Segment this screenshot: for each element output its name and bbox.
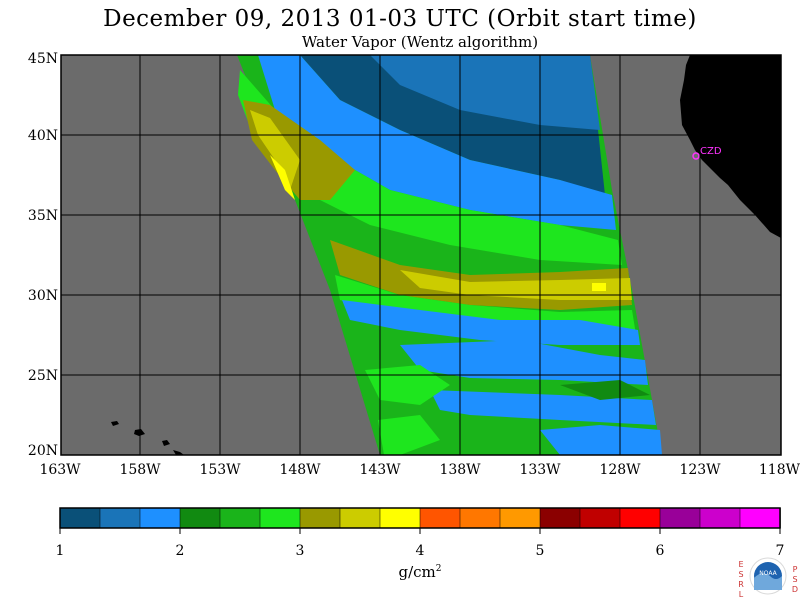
swath-darkgreen-patch: [560, 380, 650, 400]
colorbar-cell: [579, 507, 621, 529]
map-frame: [60, 54, 782, 456]
colorbar-cell: [699, 507, 741, 529]
colorbar-cell: [739, 507, 781, 529]
colorbar-cell: [99, 507, 141, 529]
swath-blue-lower1: [342, 300, 640, 345]
swath-bright-left: [270, 155, 295, 200]
colorbar-cell: [459, 507, 501, 529]
station-marker: [692, 152, 700, 160]
colorbar-label: 6: [655, 543, 665, 559]
lon-label: 148W: [279, 462, 321, 478]
swath-blue-lower2: [400, 340, 648, 385]
colorbar-cell: [499, 507, 541, 529]
colorbar-cell: [339, 507, 381, 529]
colorbar-label: 1: [55, 543, 65, 559]
colorbar-label: 7: [775, 543, 785, 559]
swath-yellow-center: [400, 270, 632, 300]
lon-label: 138W: [439, 462, 481, 478]
lat-label: 30N: [27, 288, 58, 304]
swath-blue-band: [258, 55, 616, 230]
colorbar-cells: [59, 507, 781, 529]
colorbar-cell: [139, 507, 181, 529]
lat-label: 35N: [27, 208, 58, 224]
colorbar-ticks: [59, 528, 781, 534]
lat-label: 20N: [27, 443, 58, 459]
lon-label: 163W: [39, 462, 81, 478]
lon-label: 158W: [119, 462, 161, 478]
colorbar-cell: [259, 507, 301, 529]
swath-dry-mid: [370, 55, 600, 130]
colorbar-cell: [659, 507, 701, 529]
colorbar-label: 4: [415, 543, 425, 559]
lon-label: 123W: [679, 462, 721, 478]
lat-label: 45N: [27, 51, 58, 67]
noaa-logo: NOAA: [749, 557, 787, 595]
map-gridlines: [61, 55, 781, 455]
colorbar-cell: [539, 507, 581, 529]
lat-label: 40N: [27, 128, 58, 144]
swath-bright-center: [592, 283, 606, 291]
colorbar-cell: [299, 507, 341, 529]
colorbar-cell: [419, 507, 461, 529]
map-title: December 09, 2013 01-03 UTC (Orbit start…: [103, 6, 697, 32]
colorbar-cell: [179, 507, 221, 529]
colorbar-label: 5: [535, 543, 545, 559]
land-california: [680, 55, 781, 238]
map-subtitle: Water Vapor (Wentz algorithm): [301, 33, 539, 51]
colorbar-cell: [379, 507, 421, 529]
colorbar-label: 2: [175, 543, 185, 559]
lat-label: 25N: [27, 368, 58, 384]
swath-green-patch2: [378, 415, 440, 455]
svg-text:NOAA: NOAA: [759, 570, 777, 577]
colorbar-units: g/cm2: [398, 563, 442, 581]
colorbar-label: 3: [295, 543, 305, 559]
station-label: CZD: [700, 146, 722, 157]
colorbar-cell: [219, 507, 261, 529]
lon-label: 153W: [199, 462, 241, 478]
lon-label: 118W: [758, 462, 800, 478]
lon-label: 143W: [359, 462, 401, 478]
lon-label: 128W: [599, 462, 641, 478]
swath-blue-lower4: [540, 425, 662, 455]
colorbar-cell: [619, 507, 661, 529]
swath-yellow-left: [250, 110, 300, 190]
lon-label: 133W: [519, 462, 561, 478]
colorbar-cell: [59, 507, 101, 529]
swath-data: [237, 55, 662, 455]
